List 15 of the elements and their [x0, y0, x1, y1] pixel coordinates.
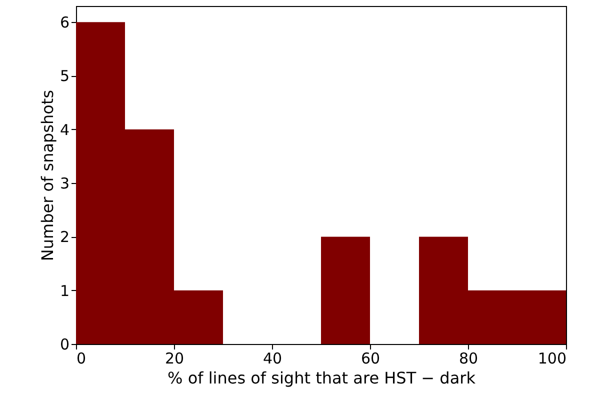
y-tick-label: 0: [60, 336, 70, 354]
y-axis-title: Number of snapshots: [38, 90, 57, 262]
y-tick-label: 6: [60, 14, 70, 32]
x-tick-label: 100: [538, 350, 566, 368]
x-tick-label: 60: [360, 350, 380, 368]
x-tick-label: 20: [164, 350, 184, 368]
y-tick-label: 5: [60, 67, 70, 86]
x-tick-label: 80: [458, 350, 478, 368]
y-tick-label: 3: [60, 174, 70, 193]
x-axis-title: % of lines of sight that are HST − dark: [168, 368, 476, 388]
y-tick-label: 4: [60, 120, 70, 139]
y-tick-label: 1: [60, 282, 70, 300]
x-tick-label: 40: [262, 350, 282, 368]
x-tick-label: 0: [76, 350, 86, 368]
y-tick-label: 2: [60, 228, 70, 246]
